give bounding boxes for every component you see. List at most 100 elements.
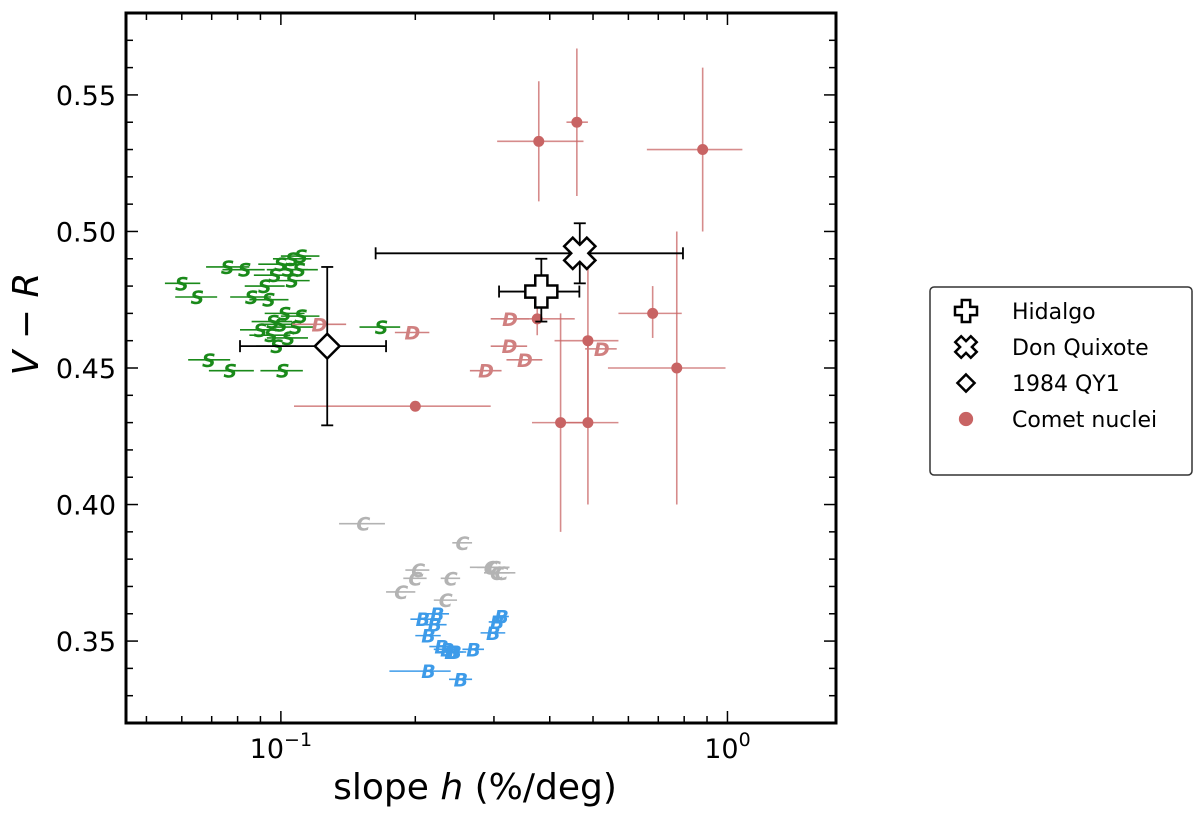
taxonomy-letter-C: C [444, 568, 458, 590]
x-tick-label: 10−1 [250, 729, 312, 765]
legend-label: Don Quixote [1012, 336, 1149, 361]
highlighted-objects-series [239, 222, 684, 427]
taxonomy-letter-B: B [490, 612, 504, 634]
taxonomy-letter-S: S [264, 325, 278, 347]
y-tick-label: 0.50 [56, 217, 116, 248]
taxonomy-letter-B: B [454, 669, 468, 691]
x-axis-label: slope h (%/deg) [333, 767, 617, 808]
taxonomy-letter-S: S [289, 317, 303, 339]
legend-marker-plus [953, 298, 979, 324]
marker-1984-qy1 [313, 332, 342, 361]
comet-point [671, 362, 683, 374]
y-axis-label: V − R [6, 273, 47, 376]
y-axis-label-op: − [6, 298, 47, 351]
comet-point [555, 417, 567, 429]
taxonomy-letter-S: S [294, 246, 308, 268]
taxonomy-letter-S: S [375, 317, 389, 339]
legend-marker-dot [958, 411, 974, 427]
taxonomy-letter-D: D [502, 309, 518, 331]
y-axis-label-v: V [6, 348, 47, 375]
taxonomy-letter-B: B [486, 623, 500, 645]
y-tick-label: 0.55 [56, 81, 116, 112]
plot-frame [124, 11, 838, 725]
legend-items: Hidalgo Don Quixote 1984 QY1 Comet nuclei [953, 298, 1157, 433]
taxonomy-letter-C: C [487, 557, 501, 579]
taxonomy-letter-C: C [356, 514, 370, 536]
taxonomy-letter-C: C [394, 582, 408, 604]
taxonomy-letter-D: D [502, 336, 518, 358]
taxonomy-letter-S: S [282, 328, 296, 350]
taxonomy-letter-C: C [484, 557, 498, 579]
comet-point [582, 417, 594, 429]
x-tick-labels: 10−1 100 [250, 729, 751, 765]
legend-label: Comet nuclei [1012, 408, 1157, 433]
legend-frame [929, 286, 1193, 476]
legend-label: Hidalgo [1012, 300, 1096, 325]
taxonomy-letter-S: S [190, 287, 204, 309]
x-tick-base: 10 [250, 734, 284, 765]
taxonomy-letter-C: C [495, 563, 509, 585]
taxonomy-letter-D: D [312, 314, 328, 336]
taxonomy-letter-S: S [221, 257, 235, 279]
comet-point [697, 144, 709, 156]
marker-don-quixote [562, 235, 598, 271]
comet-point [571, 116, 583, 128]
taxonomy-letter-D: D [594, 339, 610, 361]
taxonomy-letter-B: B [494, 607, 508, 629]
taxonomy-letter-B: B [421, 626, 435, 648]
taxonomy-letter-C: C [455, 533, 469, 555]
x-axis-label-var: h [440, 767, 463, 808]
legend-marker-x [953, 334, 979, 360]
comet-point [409, 400, 421, 412]
taxonomy-letter-B: B [430, 604, 444, 626]
legend-label: 1984 QY1 [1012, 372, 1120, 397]
taxonomy-letter-C: C [408, 568, 422, 590]
taxonomy-letter-S: S [270, 336, 284, 358]
taxonomy-letter-S: S [274, 314, 288, 336]
taxonomy-letter-S: S [266, 312, 280, 334]
taxonomy-letter-S: S [254, 320, 268, 342]
taxonomy-letter-S: S [276, 361, 290, 383]
taxonomy-letter-B: B [466, 639, 480, 661]
taxonomy-letter-S: S [258, 276, 272, 298]
taxonomy-letter-S: S [245, 287, 259, 309]
taxonomy-letter-S: S [202, 350, 216, 372]
marker-hidalgo [524, 274, 559, 309]
taxonomy-letter-S: S [282, 260, 296, 282]
taxonomy-letter-S: S [268, 265, 282, 287]
y-axis-label-r: R [6, 273, 47, 298]
taxonomy-letter-D: D [517, 350, 533, 372]
taxonomy-letter-S: S [285, 271, 299, 293]
taxonomy-letter-S: S [238, 260, 252, 282]
x-axis-label-post: (%/deg) [463, 767, 617, 808]
x-tick-label: 100 [704, 729, 750, 765]
taxonomy-letter-C: C [411, 560, 425, 582]
taxonomy-letter-D: D [404, 323, 420, 345]
comet-point [647, 307, 659, 319]
taxonomy-letter-S: S [175, 273, 189, 295]
legend-marker-diamond [955, 372, 977, 394]
taxonomy-letter-B: B [447, 642, 461, 664]
taxonomy-letter-S: S [294, 306, 308, 328]
y-tick-label: 0.40 [56, 491, 116, 522]
taxonomy-letter-S: S [278, 303, 292, 325]
y-tick-labels: 0.35 0.40 0.45 0.50 0.55 [56, 81, 116, 658]
x-tick-exponent: −1 [284, 729, 312, 751]
y-tick-label: 0.45 [56, 354, 116, 385]
legend: Hidalgo Don Quixote 1984 QY1 Comet nuclei [929, 286, 1193, 476]
taxonomy-letter-B: B [440, 639, 454, 661]
taxonomy-letter-series: SSSSSSSSSSSSSSSSSSSSSSSSSSSDDDDDDDDCCCCC… [164, 246, 617, 691]
comet-point [533, 135, 545, 147]
taxonomy-letter-S: S [262, 290, 276, 312]
taxonomy-letter-B: B [444, 642, 458, 664]
taxonomy-letter-C: C [439, 590, 453, 612]
taxonomy-letter-B: B [434, 637, 448, 659]
taxonomy-letter-D: D [478, 361, 494, 383]
y-tick-label: 0.35 [56, 627, 116, 658]
taxonomy-letter-B: B [427, 615, 441, 637]
taxonomy-letter-S: S [223, 361, 237, 383]
taxonomy-letter-S: S [293, 260, 307, 282]
taxonomy-letter-C: C [490, 563, 504, 585]
x-tick-base: 10 [704, 734, 738, 765]
